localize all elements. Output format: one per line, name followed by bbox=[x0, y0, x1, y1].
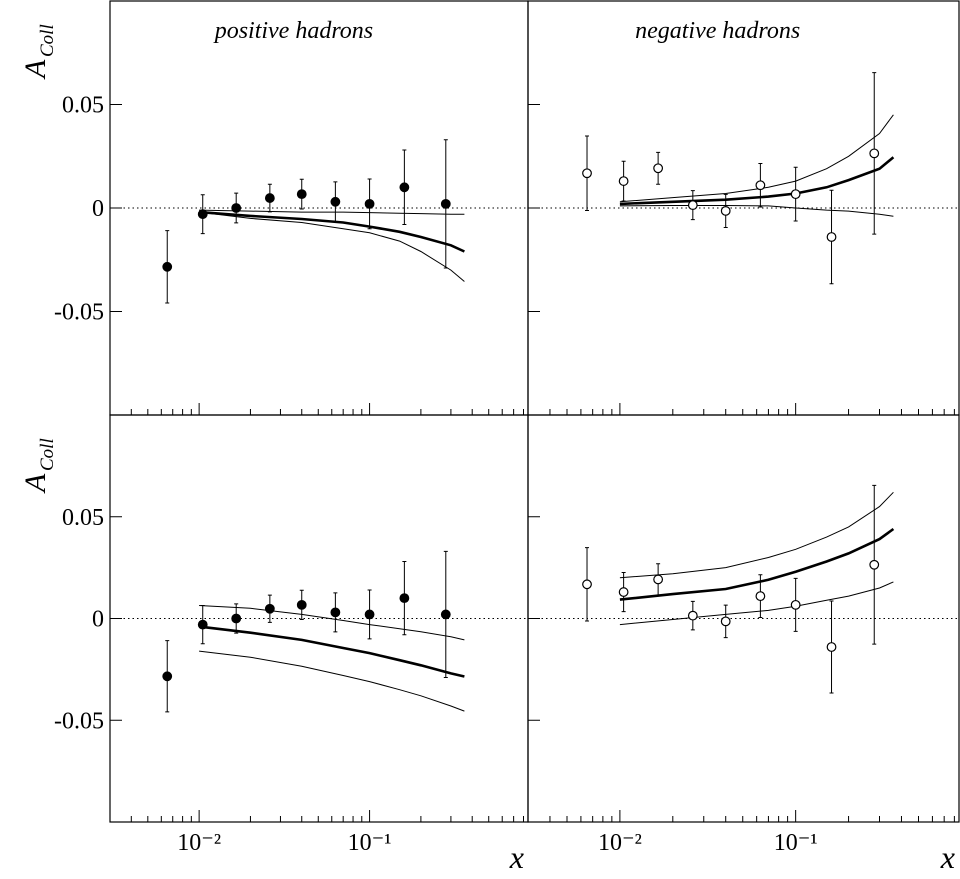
data-point bbox=[720, 616, 731, 627]
x-tick-label: 10⁻¹ bbox=[348, 830, 392, 856]
data-point bbox=[296, 599, 307, 610]
data-point bbox=[790, 599, 801, 610]
data-point bbox=[197, 209, 208, 220]
frame bbox=[527, 414, 960, 823]
x-axis-label: x bbox=[940, 839, 955, 875]
data-point bbox=[790, 189, 801, 200]
y-tick-label: 0.05 bbox=[62, 505, 104, 531]
y-tick-label: -0.05 bbox=[54, 300, 104, 326]
data-point bbox=[826, 642, 837, 652]
x-tick-label: 10⁻² bbox=[598, 830, 642, 856]
data-point bbox=[440, 198, 451, 209]
data-point bbox=[296, 189, 307, 200]
panel: negative hadrons bbox=[527, 0, 960, 416]
panel-title: positive hadrons bbox=[213, 18, 373, 44]
data-point bbox=[618, 587, 629, 597]
data-point bbox=[231, 203, 242, 213]
data-point bbox=[330, 196, 341, 207]
data-point bbox=[653, 163, 664, 174]
curve bbox=[198, 625, 465, 678]
x-tick-label: 10⁻² bbox=[177, 830, 221, 856]
y-axis-label-sub: Coll bbox=[37, 24, 58, 57]
y-tick-label: 0 bbox=[92, 196, 104, 222]
data-point bbox=[582, 168, 592, 179]
data-point bbox=[399, 182, 410, 193]
x-tick-label: 10⁻¹ bbox=[774, 830, 818, 856]
data-point bbox=[826, 232, 837, 242]
curve bbox=[619, 114, 894, 203]
data-point bbox=[582, 579, 592, 590]
data-point bbox=[720, 205, 731, 216]
data-point bbox=[399, 593, 410, 604]
curve bbox=[199, 210, 465, 253]
data-point bbox=[755, 591, 766, 602]
data-point bbox=[162, 671, 173, 682]
data-point bbox=[264, 603, 275, 614]
frame bbox=[527, 0, 960, 416]
frame bbox=[109, 0, 529, 416]
data-point bbox=[869, 559, 880, 570]
data-point bbox=[440, 609, 451, 620]
panel: 10⁻² 10⁻¹ x bbox=[527, 414, 960, 875]
data-point bbox=[653, 574, 664, 585]
frame bbox=[109, 414, 529, 823]
data-point bbox=[618, 176, 629, 186]
data-point bbox=[687, 610, 698, 621]
data-point bbox=[231, 613, 242, 624]
y-tick-label: 0.05 bbox=[62, 93, 104, 119]
y-tick-label: -0.05 bbox=[54, 708, 104, 734]
data-point bbox=[264, 193, 275, 203]
data-point bbox=[364, 198, 375, 209]
data-point bbox=[687, 200, 698, 211]
data-point bbox=[197, 619, 208, 630]
data-point bbox=[755, 180, 766, 191]
curve bbox=[619, 527, 895, 601]
data-point bbox=[364, 609, 375, 620]
data-point bbox=[869, 148, 880, 159]
data-point bbox=[162, 261, 173, 272]
panel-title: negative hadrons bbox=[635, 18, 800, 44]
y-tick-label: 0 bbox=[92, 607, 104, 633]
y-axis-label-main: A bbox=[19, 473, 52, 494]
curve bbox=[619, 205, 894, 217]
data-point bbox=[330, 607, 341, 618]
curve bbox=[199, 211, 465, 282]
x-axis-label: x bbox=[509, 839, 524, 875]
curve bbox=[199, 650, 465, 712]
curve bbox=[619, 491, 894, 579]
y-axis-label-main: A bbox=[19, 59, 52, 80]
y-axis-label-sub: Coll bbox=[37, 438, 58, 471]
